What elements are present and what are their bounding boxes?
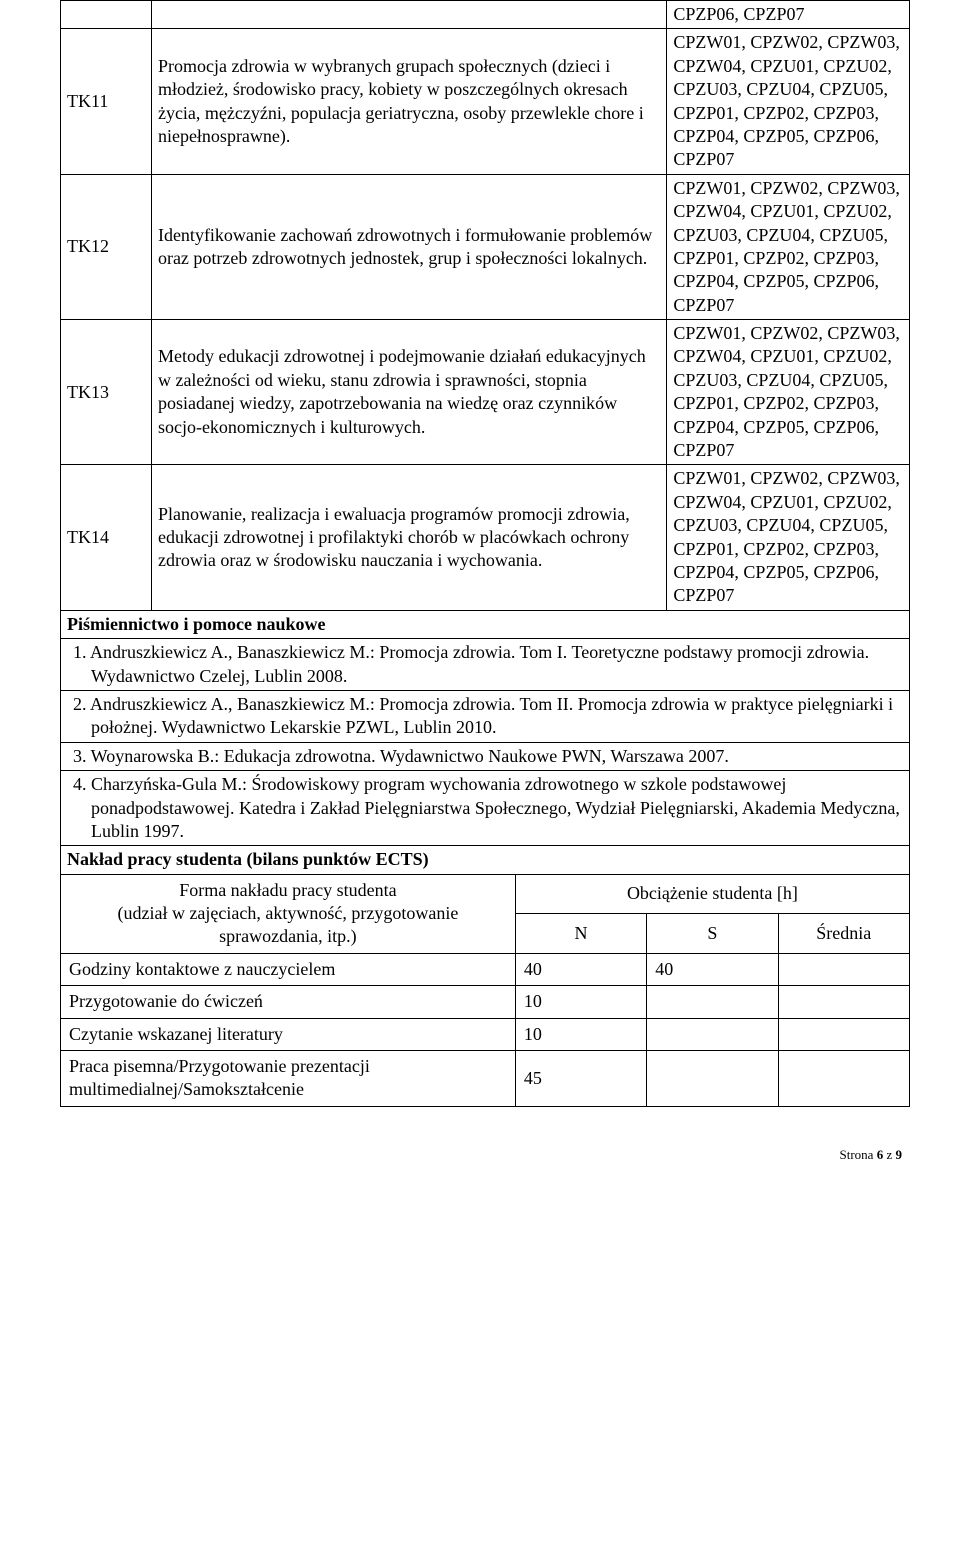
workload-obciazenie: Obciążenie studenta [h] (515, 874, 909, 914)
workload-avg (778, 1051, 909, 1107)
page-num: 6 (877, 1147, 884, 1162)
workload-row-label: Praca pisemna/Przygotowanie prezentacji … (61, 1051, 516, 1107)
tk-desc (151, 1, 666, 29)
bibliography-heading: Piśmiennictwo i pomoce naukowe (61, 610, 910, 638)
workload-row-label: Przygotowanie do ćwiczeń (61, 986, 516, 1018)
workload-col-s: S (647, 914, 778, 954)
tk-id: TK13 (61, 320, 152, 465)
workload-s (647, 1018, 778, 1050)
bibliography-item: 1. Andruszkiewicz A., Banaszkiewicz M.: … (61, 639, 910, 691)
workload-s: 40 (647, 953, 778, 985)
workload-s (647, 1051, 778, 1107)
workload-n: 10 (515, 1018, 646, 1050)
bibliography-item: 3. Woynarowska B.: Edukacja zdrowotna. W… (61, 742, 910, 770)
workload-avg (778, 986, 909, 1018)
tk-id: TK12 (61, 174, 152, 319)
workload-n: 40 (515, 953, 646, 985)
tk-desc: Promocja zdrowia w wybranych grupach spo… (151, 29, 666, 174)
page-total: 9 (896, 1147, 903, 1162)
workload-form-label: Forma nakładu pracy studenta(udział w za… (61, 874, 516, 953)
tk-codes: CPZW01, CPZW02, CPZW03, CPZW04, CPZU01, … (667, 174, 910, 319)
workload-avg (778, 953, 909, 985)
workload-avg (778, 1018, 909, 1050)
workload-col-avg: Średnia (778, 914, 909, 954)
tk-desc: Metody edukacji zdrowotnej i podejmowani… (151, 320, 666, 465)
content-table: CPZP06, CPZP07 TK11Promocja zdrowia w wyb… (60, 0, 910, 875)
tk-codes: CPZW01, CPZW02, CPZW03, CPZW04, CPZU01, … (667, 320, 910, 465)
workload-table: Forma nakładu pracy studenta(udział w za… (60, 874, 910, 1107)
tk-id: TK11 (61, 29, 152, 174)
workload-s (647, 986, 778, 1018)
tk-id (61, 1, 152, 29)
page-footer: Strona 6 z 9 (60, 1147, 910, 1163)
workload-n: 45 (515, 1051, 646, 1107)
workload-n: 10 (515, 986, 646, 1018)
tk-codes: CPZP06, CPZP07 (667, 1, 910, 29)
tk-desc: Planowanie, realizacja i ewaluacja progr… (151, 465, 666, 610)
workload-heading: Nakład pracy studenta (bilans punktów EC… (61, 846, 910, 874)
bibliography-item: 2. Andruszkiewicz A., Banaszkiewicz M.: … (61, 690, 910, 742)
workload-row-label: Czytanie wskazanej literatury (61, 1018, 516, 1050)
tk-codes: CPZW01, CPZW02, CPZW03, CPZW04, CPZU01, … (667, 29, 910, 174)
tk-id: TK14 (61, 465, 152, 610)
workload-col-n: N (515, 914, 646, 954)
bibliography-item: 4. Charzyńska-Gula M.: Środowiskowy prog… (61, 771, 910, 846)
tk-codes: CPZW01, CPZW02, CPZW03, CPZW04, CPZU01, … (667, 465, 910, 610)
workload-row-label: Godziny kontaktowe z nauczycielem (61, 953, 516, 985)
tk-desc: Identyfikowanie zachowań zdrowotnych i f… (151, 174, 666, 319)
